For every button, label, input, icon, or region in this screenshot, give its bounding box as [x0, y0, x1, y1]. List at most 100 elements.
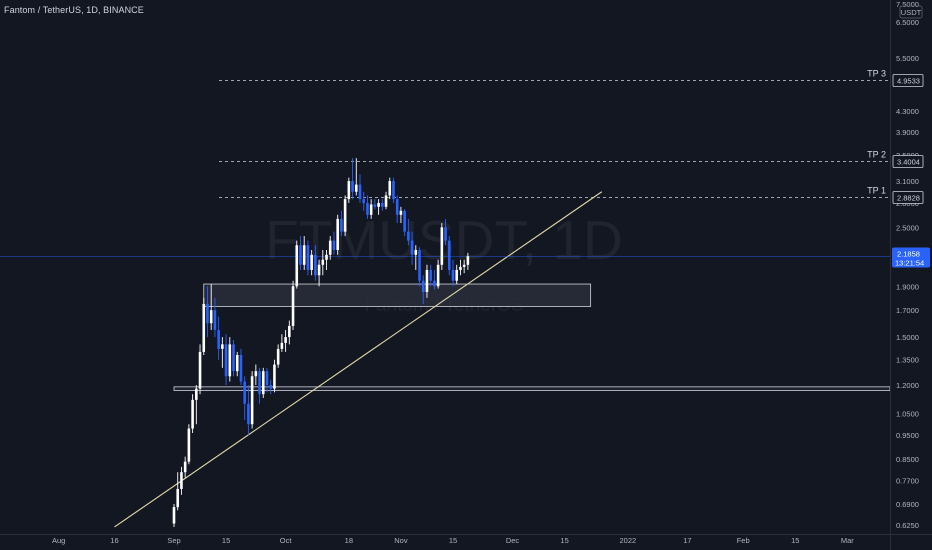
level-price-tag-text: 3.4004 [897, 158, 920, 167]
candle [295, 240, 299, 289]
price-unit-label: USDT [901, 8, 922, 17]
candle [414, 245, 418, 270]
candle [191, 394, 194, 433]
y-tick-label: 0.8500 [896, 455, 919, 464]
target-level-label: TP 3 [867, 69, 886, 79]
candle-body [418, 249, 421, 281]
candle [362, 191, 366, 211]
y-tick-label: 3.1000 [896, 177, 919, 186]
candle-body [254, 371, 258, 377]
y-tick-label: 2.5000 [896, 223, 919, 232]
candle [340, 210, 343, 237]
candle-body [336, 218, 339, 250]
candle [198, 344, 202, 395]
candle [183, 456, 187, 478]
candle [444, 218, 447, 246]
y-tick-label: 0.7700 [896, 476, 919, 485]
candle [388, 177, 392, 200]
candle [288, 320, 291, 345]
candle [228, 337, 232, 382]
candle [280, 334, 284, 352]
candle-body [459, 266, 462, 270]
candle [392, 177, 395, 203]
candle [217, 316, 220, 360]
candle-body [381, 202, 384, 207]
symbol-title: Fantom / TetherUS, 1D, BINANCE [4, 5, 144, 15]
candle-body [206, 303, 209, 324]
x-tick-label: Nov [394, 536, 408, 545]
y-tick-label: 3.9000 [896, 128, 919, 137]
price-axis-background [890, 0, 932, 550]
x-tick-label: 16 [110, 536, 118, 545]
x-tick-label: Dec [506, 536, 520, 545]
candle-body [388, 181, 392, 196]
candle [395, 195, 399, 224]
candle-body [325, 254, 328, 260]
candle-body [403, 210, 406, 232]
support-zone [203, 283, 592, 307]
x-tick-label: Oct [280, 536, 293, 545]
x-tick-label: 15 [449, 536, 457, 545]
x-tick-label: 18 [345, 536, 353, 545]
candle-body [232, 344, 235, 372]
candle-body [317, 264, 321, 276]
watermark-main: FTMUSDT, 1D [265, 209, 623, 271]
candle [403, 209, 406, 237]
candle [455, 264, 459, 285]
candle-body [172, 507, 176, 524]
candle-body [302, 245, 306, 265]
candle [343, 195, 347, 237]
candle [176, 472, 180, 511]
candle-body [191, 399, 194, 429]
current-price-label: 2.1858 [897, 250, 920, 259]
candle [284, 330, 287, 352]
candle-body [384, 195, 388, 207]
candle [354, 158, 358, 196]
candle-body [444, 227, 447, 241]
level-price-tag-box [892, 191, 924, 204]
candle-body [347, 181, 351, 200]
candle-body [235, 355, 239, 372]
time-axis[interactable]: 15Aug16Sep15Oct18Nov15Dec15202217Feb15Ma… [0, 534, 932, 546]
candle [213, 297, 217, 338]
candle-body [288, 325, 291, 338]
candle-body [276, 348, 280, 365]
candle [314, 245, 317, 281]
candle-body [399, 210, 403, 215]
candle-body [455, 269, 459, 281]
price-unit-box [899, 5, 923, 19]
x-tick-label: Mar [841, 536, 854, 545]
candle-body [321, 259, 325, 265]
candle-body [269, 385, 273, 389]
candle [302, 236, 306, 270]
candle-body [224, 344, 228, 377]
candle-body [314, 254, 317, 276]
x-tick-label: 15 [222, 536, 230, 545]
candle [466, 252, 470, 270]
candle [433, 269, 436, 290]
candle-body [377, 202, 380, 207]
x-tick-label: 15 [791, 536, 799, 545]
candle-body [395, 199, 399, 215]
candle [366, 195, 369, 219]
candle-body [213, 310, 217, 331]
candle [243, 376, 246, 420]
candle [180, 466, 183, 495]
candle [440, 223, 444, 270]
candle [247, 385, 250, 436]
price-axis[interactable]: USDT 7.50006.50005.50004.30003.90003.500… [890, 0, 932, 550]
candle [321, 249, 325, 276]
candle [336, 214, 339, 255]
trendline [114, 191, 603, 528]
candle [418, 247, 421, 287]
candle-body [328, 240, 332, 255]
candle [254, 364, 258, 386]
candle-body [221, 344, 224, 349]
candle [377, 199, 380, 215]
candle-body [198, 351, 202, 389]
candle [261, 367, 265, 398]
candle-body [247, 403, 250, 425]
candle-body [425, 269, 429, 293]
candle-body [299, 245, 302, 265]
